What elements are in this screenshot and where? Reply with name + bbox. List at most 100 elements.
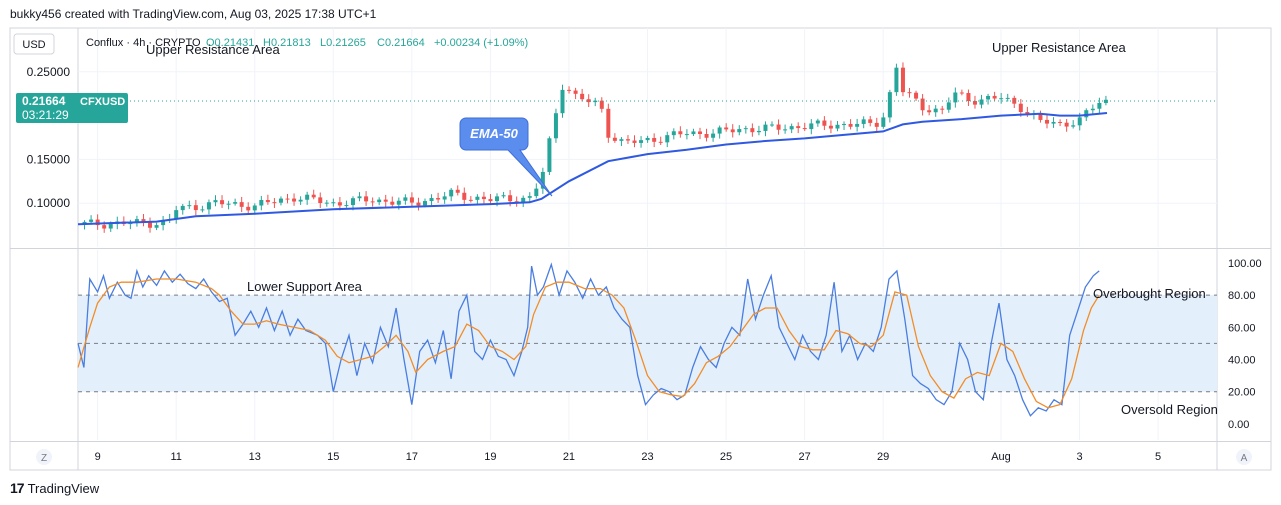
candle-body-down — [927, 110, 932, 113]
candle-body-up — [894, 67, 899, 93]
candle-body-down — [1018, 103, 1023, 113]
candle-body-up — [298, 199, 303, 202]
candle-body-down — [652, 137, 657, 142]
candle-body-down — [612, 137, 617, 141]
candle-body-up — [540, 171, 545, 189]
candle-body-down — [462, 192, 467, 200]
annotation-upper-resistance-left: Upper Resistance Area — [146, 42, 280, 57]
candle-body-down — [1044, 119, 1049, 124]
stoch-k-line — [77, 262, 1100, 417]
candle-body-down — [292, 198, 297, 202]
stoch-tick-label: 60.00 — [1228, 322, 1256, 334]
candle-body-down — [606, 108, 611, 138]
time-tick-label: 23 — [641, 451, 653, 463]
annotation-overbought: Overbought Region — [1093, 286, 1206, 301]
ohlc-l: L0.21265 — [320, 37, 366, 49]
candle-body-down — [678, 131, 683, 135]
ema-callout-bubble — [459, 117, 553, 197]
candle-body-up — [226, 203, 231, 205]
candle-body-down — [940, 108, 945, 110]
candle-body-down — [966, 93, 971, 102]
price-tick-label: 0.25000 — [27, 65, 71, 79]
stoch-tick-label: 0.00 — [1228, 419, 1249, 431]
candle-body-up — [187, 205, 192, 207]
candle-body-up — [1090, 108, 1095, 111]
bar-countdown: 03:21:29 — [22, 108, 69, 122]
candle-body-down — [625, 139, 630, 141]
candle-body-down — [900, 67, 905, 93]
candle-body-down — [370, 201, 375, 203]
candle-body-down — [828, 125, 833, 129]
candle-body-down — [697, 131, 702, 135]
candle-body-down — [658, 141, 663, 143]
candle-body-up — [396, 200, 401, 205]
candle-body-up — [763, 124, 768, 131]
time-tick-label: 29 — [877, 451, 889, 463]
candle-body-down — [508, 195, 513, 202]
candle-body-down — [586, 99, 591, 103]
time-tick-label: 9 — [95, 451, 101, 463]
currency-selector[interactable] — [13, 33, 55, 55]
candle-body-down — [455, 189, 460, 193]
candle-body-down — [265, 200, 270, 203]
candle-body-up — [1005, 97, 1010, 99]
time-tick-label: 21 — [563, 451, 575, 463]
footer-branding: 17 TradingView — [10, 480, 99, 496]
ema-50-line — [77, 112, 1108, 226]
candle-body-up — [691, 131, 696, 135]
stoch-tick-label: 80.00 — [1228, 290, 1256, 302]
price-tick-label: 0.10000 — [27, 196, 71, 210]
stoch-d-line — [77, 278, 1100, 409]
candle-body-up — [305, 194, 310, 200]
candle-body-down — [802, 128, 807, 130]
candle-body-up — [842, 123, 847, 125]
time-scale-zoom-button[interactable] — [36, 449, 52, 465]
auto-scale-button[interactable] — [1236, 449, 1252, 465]
candle-body-down — [311, 194, 316, 198]
candle-body-up — [501, 195, 506, 197]
candle-body-up — [933, 108, 938, 113]
candle-body-down — [724, 127, 729, 130]
candle-body-up — [619, 139, 624, 141]
symbol-title: Conflux · 4h · CRYPTO — [86, 37, 201, 49]
candle-body-down — [573, 90, 578, 94]
stoch-tick-label: 100.00 — [1228, 258, 1262, 270]
candle-body-up — [1084, 110, 1089, 118]
tradingview-brand: TradingView — [27, 480, 100, 496]
candle-body-down — [337, 202, 342, 206]
candle-body-down — [246, 206, 251, 211]
candle-body-down — [1064, 122, 1069, 127]
candle-body-up — [684, 134, 689, 136]
candle-body-down — [632, 140, 637, 143]
candle-body-up — [357, 196, 362, 199]
candle-body-up — [161, 219, 166, 226]
candle-body-up — [553, 113, 558, 139]
candle-body-up — [89, 219, 94, 222]
candle-body-down — [285, 198, 290, 200]
candle-body-down — [95, 219, 100, 226]
candle-body-down — [1038, 113, 1043, 120]
candle-body-up — [986, 95, 991, 100]
candle-body-down — [193, 205, 198, 211]
stoch-tick-label: 20.00 — [1228, 387, 1256, 399]
candle-body-down — [272, 202, 277, 204]
candle-body-up — [665, 135, 670, 143]
candles-group — [82, 62, 1108, 233]
ohlc-o: O0.21431 — [206, 37, 254, 49]
candle-body-up — [403, 197, 408, 201]
candle-body-down — [874, 122, 879, 127]
candle-body-up — [887, 92, 892, 118]
annotation-lower-support: Lower Support Area — [247, 279, 363, 294]
candle-body-up — [560, 89, 565, 114]
stoch-tick-label: 40.00 — [1228, 354, 1256, 366]
candle-body-down — [907, 92, 912, 94]
time-tick-label: 15 — [327, 451, 339, 463]
candle-body-up — [200, 209, 205, 211]
last-price-value: 0.21664 — [22, 94, 66, 108]
candle-body-up — [449, 189, 454, 197]
annotation-oversold: Oversold Region — [1121, 402, 1218, 417]
candle-body-up — [344, 205, 349, 207]
candle-body-down — [148, 222, 153, 228]
time-tick-label: 17 — [406, 451, 418, 463]
